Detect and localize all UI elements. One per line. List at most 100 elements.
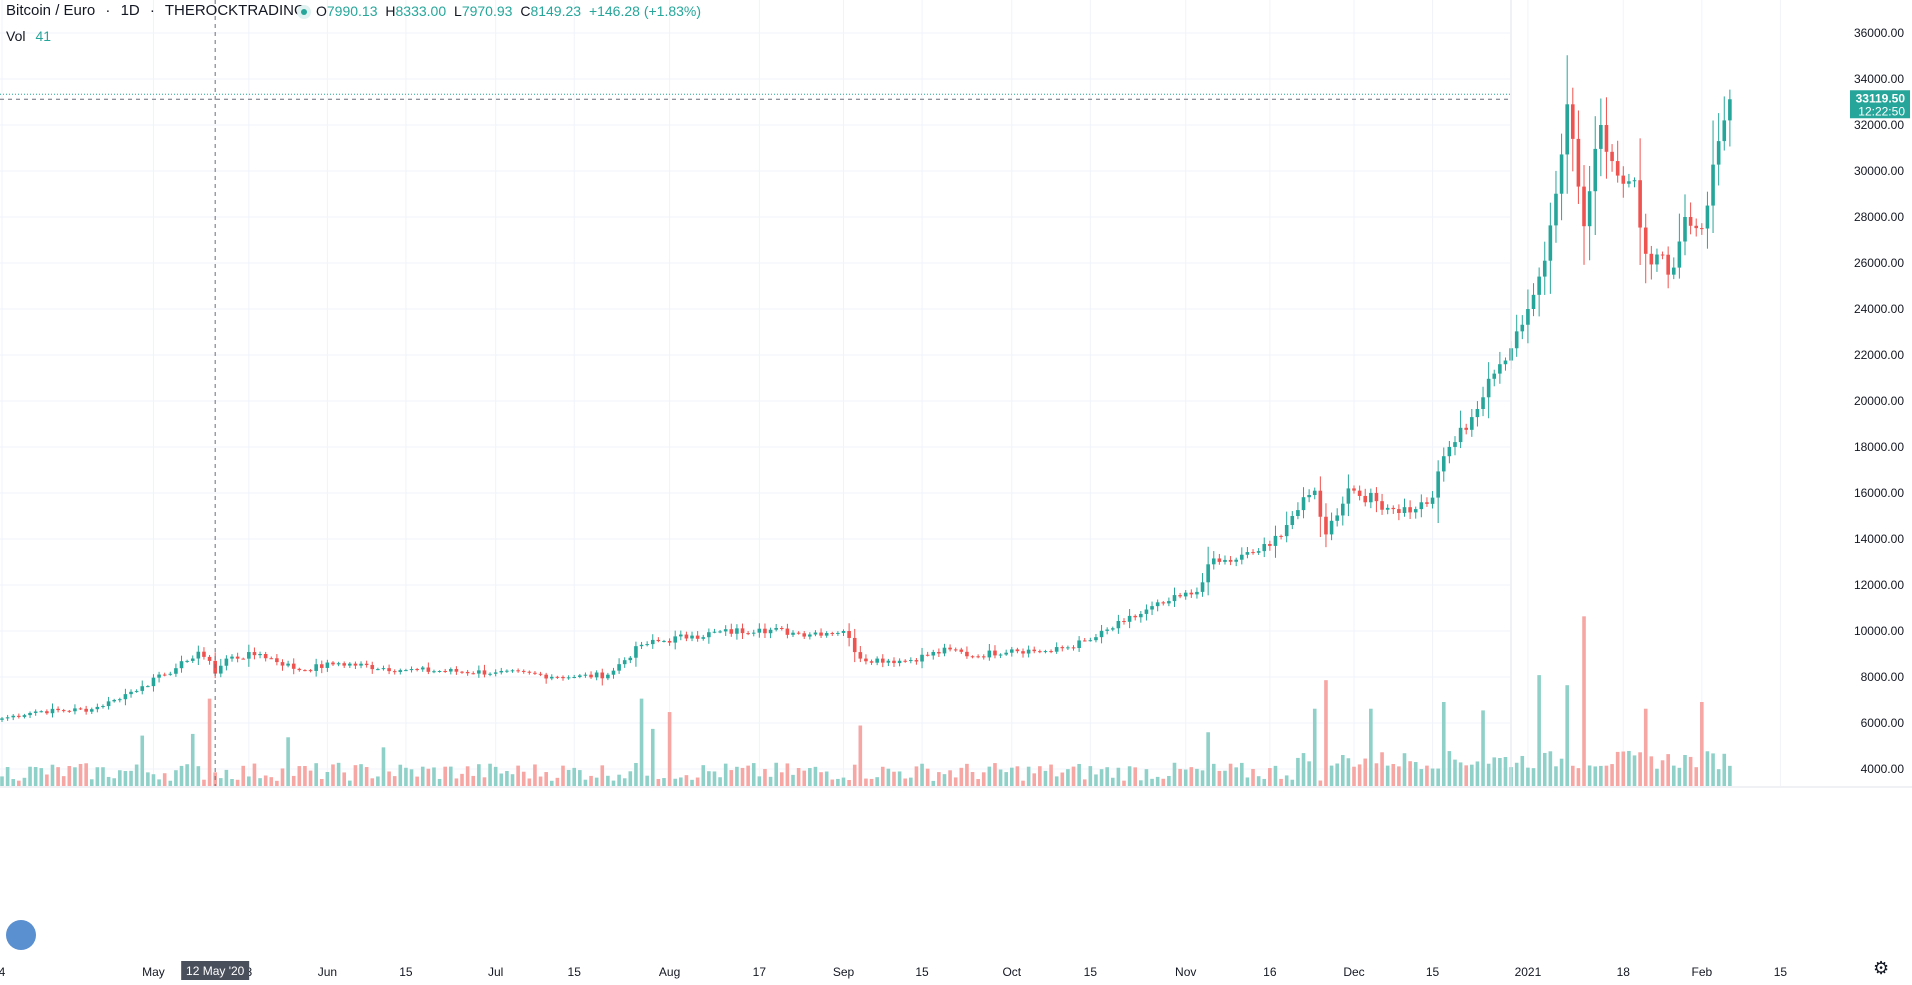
candle-body <box>398 670 403 672</box>
volume-bar <box>1604 765 1609 786</box>
time-tick-label: 17 <box>753 965 767 979</box>
candle-body <box>1245 552 1250 555</box>
candle-body <box>1542 260 1547 277</box>
volume-bar <box>662 778 666 786</box>
volume-bar <box>106 776 111 786</box>
candle-body <box>1576 138 1581 187</box>
volume-bar <box>1542 752 1547 786</box>
candle-body <box>1301 497 1306 511</box>
volume-legend[interactable]: Vol 41 <box>6 28 51 44</box>
candle-body <box>707 632 711 638</box>
volume-bar <box>196 766 201 786</box>
price-tick-label: 16000.00 <box>1854 486 1904 500</box>
volume-bar <box>1380 752 1384 786</box>
candle-body <box>1150 606 1154 610</box>
volume-bar <box>45 774 49 786</box>
volume-bar <box>1722 753 1727 786</box>
market-status-icon[interactable] <box>297 5 311 19</box>
volume-bar <box>942 774 947 786</box>
candle-body <box>56 708 60 711</box>
volume-bar <box>549 780 554 786</box>
volume-bar <box>1481 710 1485 786</box>
candle-body <box>392 671 397 673</box>
volume-bar <box>852 764 857 786</box>
volume-bar <box>1470 764 1474 786</box>
candle-body <box>1335 515 1339 521</box>
candle-body <box>858 652 863 659</box>
volume-bar <box>404 767 408 786</box>
candle-body <box>190 658 195 661</box>
volume-bar <box>701 765 706 786</box>
price-axis[interactable]: 4000.00 6000.00 8000.00 10000.00 12000.00 140… <box>1510 0 1910 786</box>
candle-body <box>488 673 492 675</box>
candle-body <box>1441 456 1446 472</box>
candle-body <box>763 628 767 634</box>
candle-series <box>0 55 1732 722</box>
volume-bar <box>729 770 734 786</box>
candle-body <box>701 637 706 639</box>
candle-body <box>656 639 661 642</box>
volume-bar <box>521 771 526 786</box>
volume-bar <box>1464 765 1469 786</box>
price-tick-label: 6000.00 <box>1861 716 1905 730</box>
symbol-title[interactable]: Bitcoin / Euro · 1D · THEROCKTRADING <box>6 2 312 19</box>
volume-bar <box>112 778 116 786</box>
candle-body <box>17 715 21 717</box>
candle-body <box>230 656 234 659</box>
volume-bar <box>179 765 184 786</box>
title-separator: · <box>105 2 111 19</box>
candle-body <box>342 663 347 666</box>
candle-body <box>1211 558 1216 565</box>
candle-body <box>1324 516 1328 535</box>
volume-bar <box>1531 768 1536 786</box>
volume-bar <box>718 777 722 786</box>
candle-body <box>768 629 773 634</box>
volume-bar <box>757 776 762 786</box>
volume-bar <box>1615 751 1620 786</box>
candle-body <box>1273 535 1278 546</box>
volume-bar <box>482 777 487 786</box>
candle-body <box>218 665 223 674</box>
volume-bar <box>1369 708 1373 786</box>
candle-body <box>61 710 66 712</box>
tradingview-logo-icon[interactable] <box>6 920 36 950</box>
candle-body <box>533 672 537 674</box>
time-axis[interactable]: 4May8Jun15Jul15Aug17Sep15Oct15Nov16Dec15… <box>0 786 1912 980</box>
volume-bar <box>1021 780 1025 786</box>
volume-bar <box>1655 768 1659 786</box>
volume-bar <box>118 770 122 786</box>
volume-bar <box>622 778 627 786</box>
volume-bar <box>1234 767 1238 786</box>
price-tick-label: 32000.00 <box>1854 118 1904 132</box>
volume-bar <box>1038 766 1042 786</box>
volume-bar <box>1094 774 1098 786</box>
candle-body <box>1161 602 1166 604</box>
candle-body <box>1621 175 1626 184</box>
candle-body <box>892 660 896 664</box>
volume-bar <box>286 737 290 786</box>
low-label: L <box>454 3 462 19</box>
volume-bar <box>1139 780 1143 786</box>
volume-bar <box>1290 779 1295 786</box>
volume-bar <box>1537 675 1541 786</box>
volume-bar <box>987 766 992 786</box>
volume-bar <box>151 774 156 786</box>
volume-bar <box>39 768 44 786</box>
volume-bar <box>981 772 986 786</box>
volume-bar <box>976 779 980 786</box>
volume-bar <box>751 763 756 786</box>
volume-bar <box>1559 758 1564 786</box>
volume-bar <box>477 764 481 786</box>
volume-bar <box>33 767 38 786</box>
candle-body <box>1548 225 1553 261</box>
volume-bar <box>1200 770 1205 786</box>
candle-body <box>544 674 548 679</box>
volume-bar <box>1251 768 1255 786</box>
candle-body <box>1015 649 1020 652</box>
volume-bar <box>275 780 279 786</box>
gear-icon[interactable]: ⚙ <box>1873 958 1890 978</box>
candle-body <box>1088 640 1093 642</box>
volume-bar <box>1010 767 1014 786</box>
